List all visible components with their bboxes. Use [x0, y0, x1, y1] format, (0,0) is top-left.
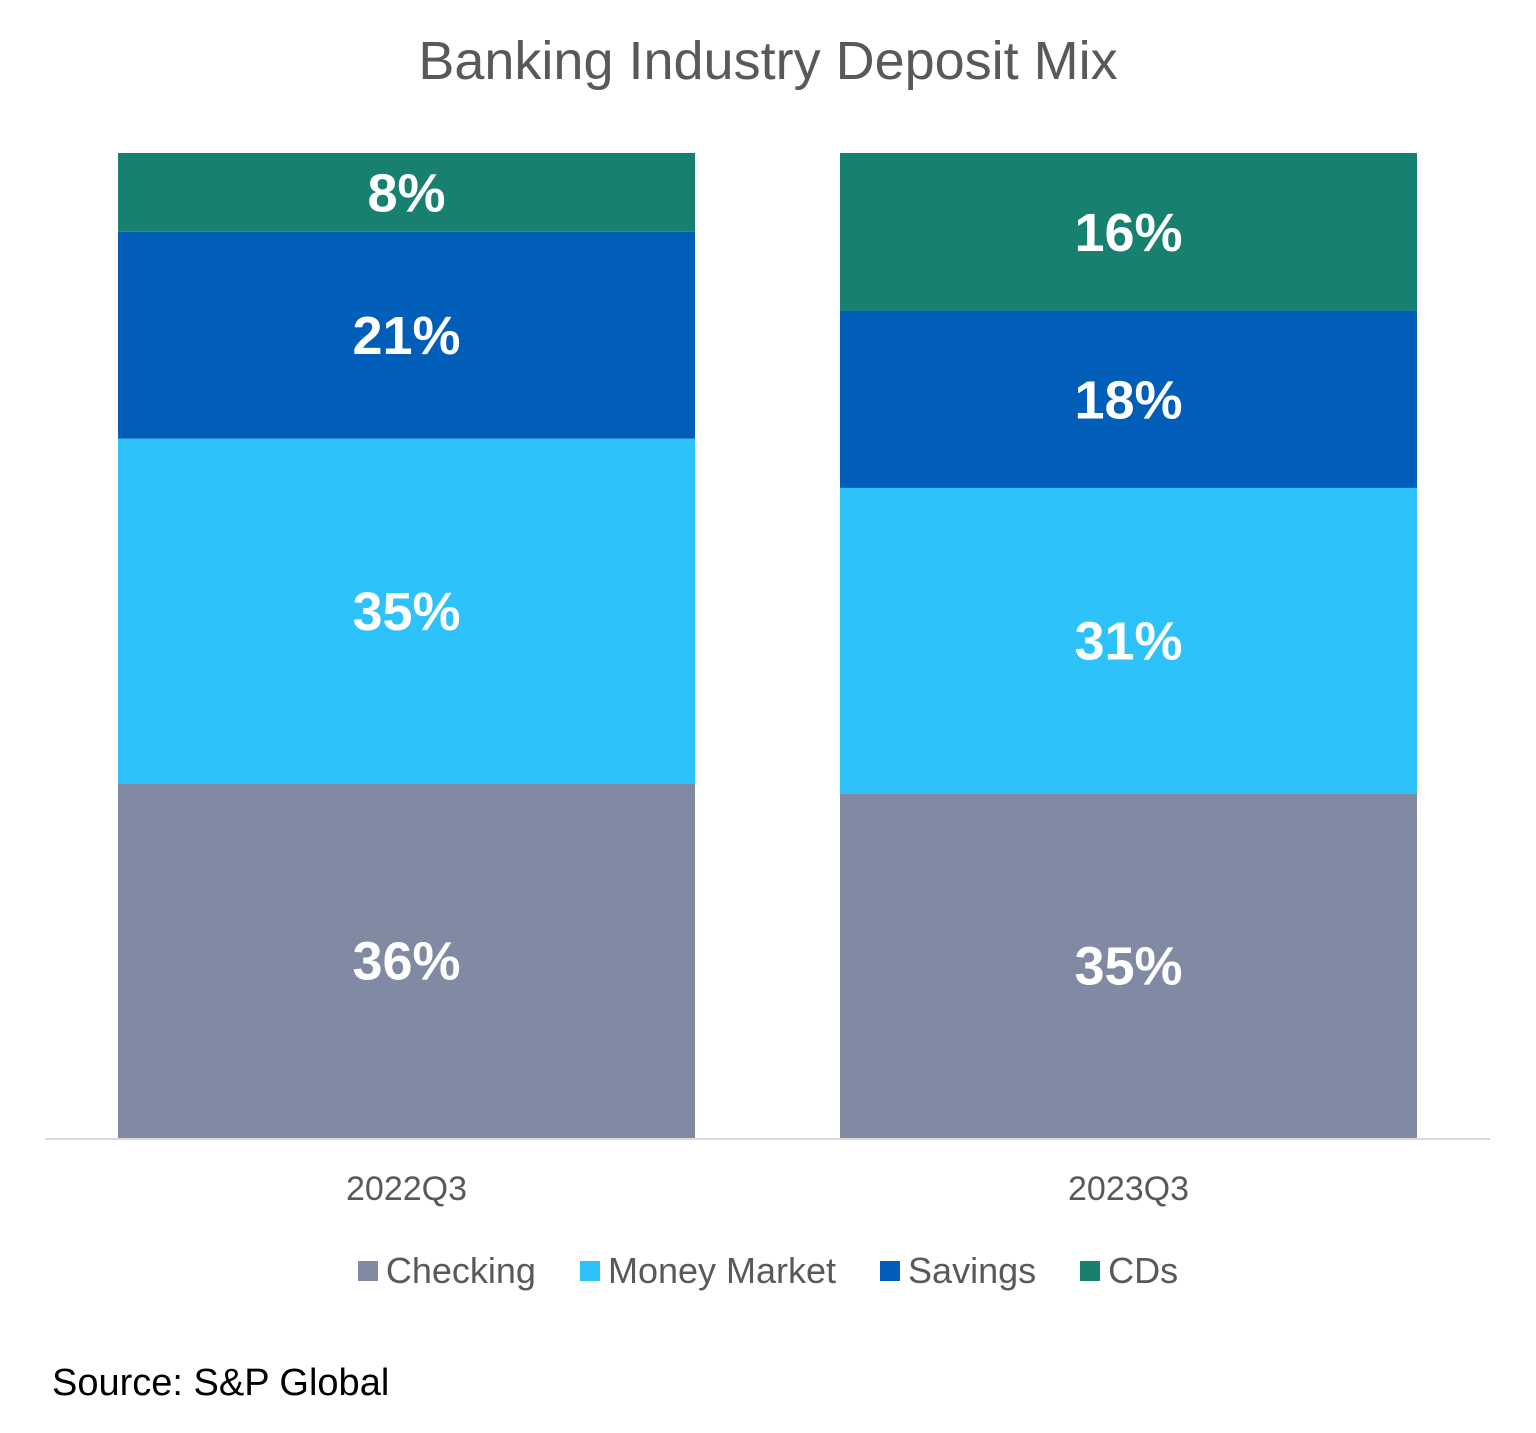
legend-item-money-market: Money Market	[579, 1250, 837, 1292]
legend-swatch	[1080, 1261, 1101, 1281]
data-label: 18%	[1074, 370, 1182, 430]
legend-item-checking: Checking	[357, 1250, 536, 1292]
legend-label: Money Market	[607, 1250, 837, 1291]
bar-segment-savings-2022Q3	[118, 231, 695, 439]
stacked-bar-chart: 36% 35% 21% 8% 2022Q3 35% 31% 18% 16% 2023Q3	[45, 153, 1490, 1208]
bar-segment-cds-2022Q3	[118, 153, 695, 232]
x-tick-label: 2022Q3	[346, 1170, 467, 1208]
legend-label: Savings	[908, 1250, 1037, 1291]
legend-item-cds: CDs	[1080, 1250, 1178, 1292]
data-label: 21%	[352, 306, 460, 366]
data-label: 35%	[352, 582, 460, 642]
source-note: Source: S&P Global	[52, 1362, 390, 1404]
bar-segment-money-market-2023Q3	[840, 487, 1417, 794]
bar-segment-cds-2023Q3	[840, 153, 1417, 311]
legend-swatch	[880, 1261, 901, 1281]
legend-swatch	[579, 1261, 600, 1281]
bar-segment-checking-2022Q3	[118, 783, 695, 1138]
data-label: 16%	[1074, 203, 1182, 263]
legend-swatch	[357, 1261, 378, 1281]
x-tick-label: 2023Q3	[1068, 1170, 1189, 1208]
data-label: 8%	[367, 163, 445, 223]
legend-item-savings: Savings	[880, 1250, 1036, 1292]
legend-label: Checking	[385, 1250, 536, 1291]
chart-title: Banking Industry Deposit Mix	[418, 31, 1118, 91]
data-label: 31%	[1074, 612, 1182, 672]
data-label: 35%	[1074, 937, 1182, 997]
bar-segment-savings-2023Q3	[840, 310, 1417, 488]
legend-label: CDs	[1108, 1250, 1179, 1291]
bar-segment-checking-2023Q3	[840, 793, 1417, 1138]
bar-segment-money-market-2022Q3	[118, 438, 695, 784]
data-label: 36%	[352, 932, 460, 992]
legend: Checking Money Market Savings CDs	[0, 1250, 1536, 1292]
